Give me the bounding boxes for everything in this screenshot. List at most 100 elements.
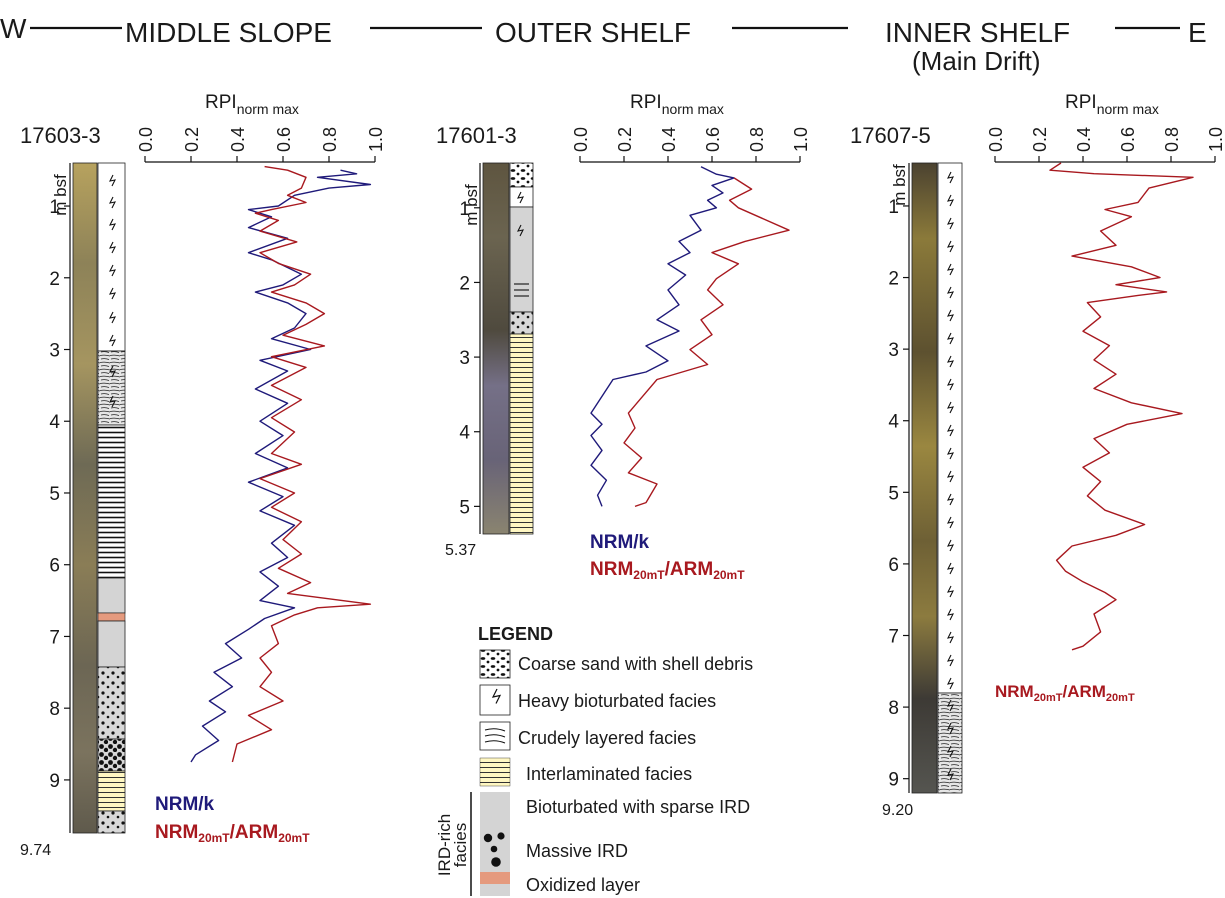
core-17601-depth-unit: m bsf (462, 184, 481, 226)
rpi-tick-label: 1.0 (1206, 127, 1225, 152)
bioturbation-mark (947, 286, 954, 299)
core-17603-legend-nrmarm: NRM20mT/ARM20mT (155, 822, 310, 845)
bioturbation-mark (947, 470, 954, 483)
core-17603-rpi-label: RPInorm max (205, 92, 299, 117)
rpi-tick-label: 0.8 (1162, 127, 1182, 152)
depth-tick-label: 5 (888, 483, 899, 504)
depth-tick-label: 7 (49, 627, 60, 648)
rpi-tick-label: 0.0 (986, 127, 1006, 152)
rpi-tick-label: 0.8 (747, 127, 767, 152)
depth-tick-label: 5 (459, 497, 470, 518)
bioturbation-mark (947, 608, 954, 621)
bioturbation-mark (947, 401, 954, 414)
transect-header: W MIDDLE SLOPE OUTER SHELF INNER SHELF (… (0, 13, 1207, 76)
bioturbation-mark (947, 171, 954, 184)
depth-tick-label: 5 (49, 484, 60, 505)
bioturbation-mark (947, 424, 954, 437)
core-17607-bioturbation-marks (947, 171, 954, 781)
core-17607-bottom-depth: 9.20 (882, 802, 913, 819)
core-17601-legend-nrmarm: NRM20mT/ARM20mT (590, 559, 745, 582)
core-17603-legend-nrmk: NRM/k (155, 794, 215, 815)
depth-tick-label: 6 (888, 555, 899, 576)
bioturbation-mark (947, 539, 954, 552)
depth-tick-label: 6 (49, 556, 60, 577)
inner-shelf-title: INNER SHELF (885, 17, 1070, 48)
depth-tick-label: 9 (49, 771, 60, 792)
legend-swatch-coarse-sand (479, 649, 511, 679)
bioturbation-mark (947, 309, 954, 322)
rpi-tick-label: 1.0 (791, 127, 811, 152)
legend-label-coarse-sand: Coarse sand with shell debris (518, 654, 753, 674)
bioturbation-mark (947, 194, 954, 207)
core-17607-rpi-label: RPInorm max (1065, 92, 1159, 117)
core-17603-depth-unit: m bsf (51, 174, 70, 216)
core-17603-bottom-depth: 9.74 (20, 842, 51, 859)
legend-label-heavy-bioturbated: Heavy bioturbated facies (518, 691, 716, 711)
legend-label-oxidized: Oxidized layer (526, 875, 640, 895)
legend-swatch-interlaminated (479, 757, 511, 787)
legend-title: LEGEND (478, 624, 553, 644)
core-17601-rpi-label: RPInorm max (630, 92, 724, 117)
bioturbation-mark (947, 722, 954, 735)
depth-tick-label: 9 (888, 770, 899, 791)
legend-label-massive-ird: Massive IRD (526, 841, 628, 861)
bioturbation-mark (947, 240, 954, 253)
core-17607-curves (1049, 162, 1194, 651)
depth-tick-label: 4 (459, 423, 470, 444)
rpi-tick-label: 0.2 (1030, 127, 1050, 152)
core-17601-panel: 17601-3 m bsf 1 2 3 4 5 5.37 RPInorm max 0.0… (436, 92, 811, 582)
depth-tick-label: 2 (459, 273, 470, 294)
depth-tick-label: 3 (888, 340, 899, 361)
bioturbation-mark (947, 585, 954, 598)
core-17607-depth-unit: m bsf (890, 164, 909, 206)
rpi-tick-label: 0.4 (228, 127, 248, 152)
depth-tick-label: 1 (459, 199, 470, 220)
core-17601-marks (514, 191, 529, 297)
bioturbation-mark (947, 654, 954, 667)
rpi-label-sub: norm max (237, 101, 299, 117)
core-17603-rpi-axis: 0.0 0.2 0.4 0.6 0.8 1.0 (136, 127, 386, 163)
rpi-tick-label: 1.0 (366, 127, 386, 152)
core-17607-depth-axis: 1 2 3 4 5 6 7 8 9 (888, 163, 910, 793)
core-17601-photo (482, 162, 510, 535)
core-17607-id: 17607-5 (850, 123, 931, 148)
core-17603-depth-axis: 1 2 3 4 5 6 7 8 9 (49, 163, 71, 833)
core-17601-rpi-axis: 0.0 0.2 0.4 0.6 0.8 1.0 (571, 127, 811, 163)
rpi-tick-label: 0.6 (703, 127, 723, 152)
bioturbation-mark (947, 355, 954, 368)
depth-tick-label: 3 (49, 341, 60, 362)
core-17607-panel: 17607-5 m bsf 1 2 3 4 5 6 7 8 9 9.20 RPInorm max… (850, 92, 1225, 819)
core-17607-lithology (937, 162, 963, 794)
core-17607-photo (911, 162, 938, 794)
rpi-tick-label: 0.0 (571, 127, 591, 152)
ird-group-label-2: facies (451, 823, 470, 867)
core-17601-bottom-depth: 5.37 (445, 542, 476, 559)
core-17601-curves (590, 166, 790, 508)
bioturbation-mark (947, 447, 954, 460)
legend-swatch-heavy-bioturbated (479, 684, 511, 716)
depth-tick-label: 8 (49, 699, 60, 720)
core-17603-panel: 17603-3 m bsf 1 2 3 4 5 6 7 8 9 (20, 92, 386, 859)
legend-label-crudely-layered: Crudely layered facies (518, 728, 696, 748)
rpi-tick-label: 0.4 (1074, 127, 1094, 152)
series-line-nrm20mt-arm20mt (1049, 162, 1194, 651)
legend-label-bioturbated-ird: Bioturbated with sparse IRD (526, 797, 750, 817)
bioturbation-mark (947, 768, 954, 781)
bioturbation-mark (947, 562, 954, 575)
core-17607-rpi-axis: 0.0 0.2 0.4 0.6 0.8 1.0 (986, 127, 1225, 163)
bioturbation-mark (947, 677, 954, 690)
legend-swatch-oxidized (480, 872, 510, 884)
rpi-tick-label: 0.2 (615, 127, 635, 152)
rpi-tick-label: 0.6 (1118, 127, 1138, 152)
depth-tick-label: 3 (459, 348, 470, 369)
legend-swatch-crudely-layered (479, 721, 511, 751)
facies-legend: LEGEND Coarse sand with shell debris Hea… (435, 624, 753, 896)
core-17603-id: 17603-3 (20, 123, 101, 148)
core-17601-legend-nrmk: NRM/k (590, 532, 650, 553)
series-line-nrm-k (190, 169, 372, 763)
east-label: E (1188, 17, 1207, 48)
bioturbation-icon (491, 688, 502, 704)
core-17603-bioturbation-marks (109, 174, 116, 408)
series-line-nrm20mt-arm20mt (623, 177, 790, 508)
